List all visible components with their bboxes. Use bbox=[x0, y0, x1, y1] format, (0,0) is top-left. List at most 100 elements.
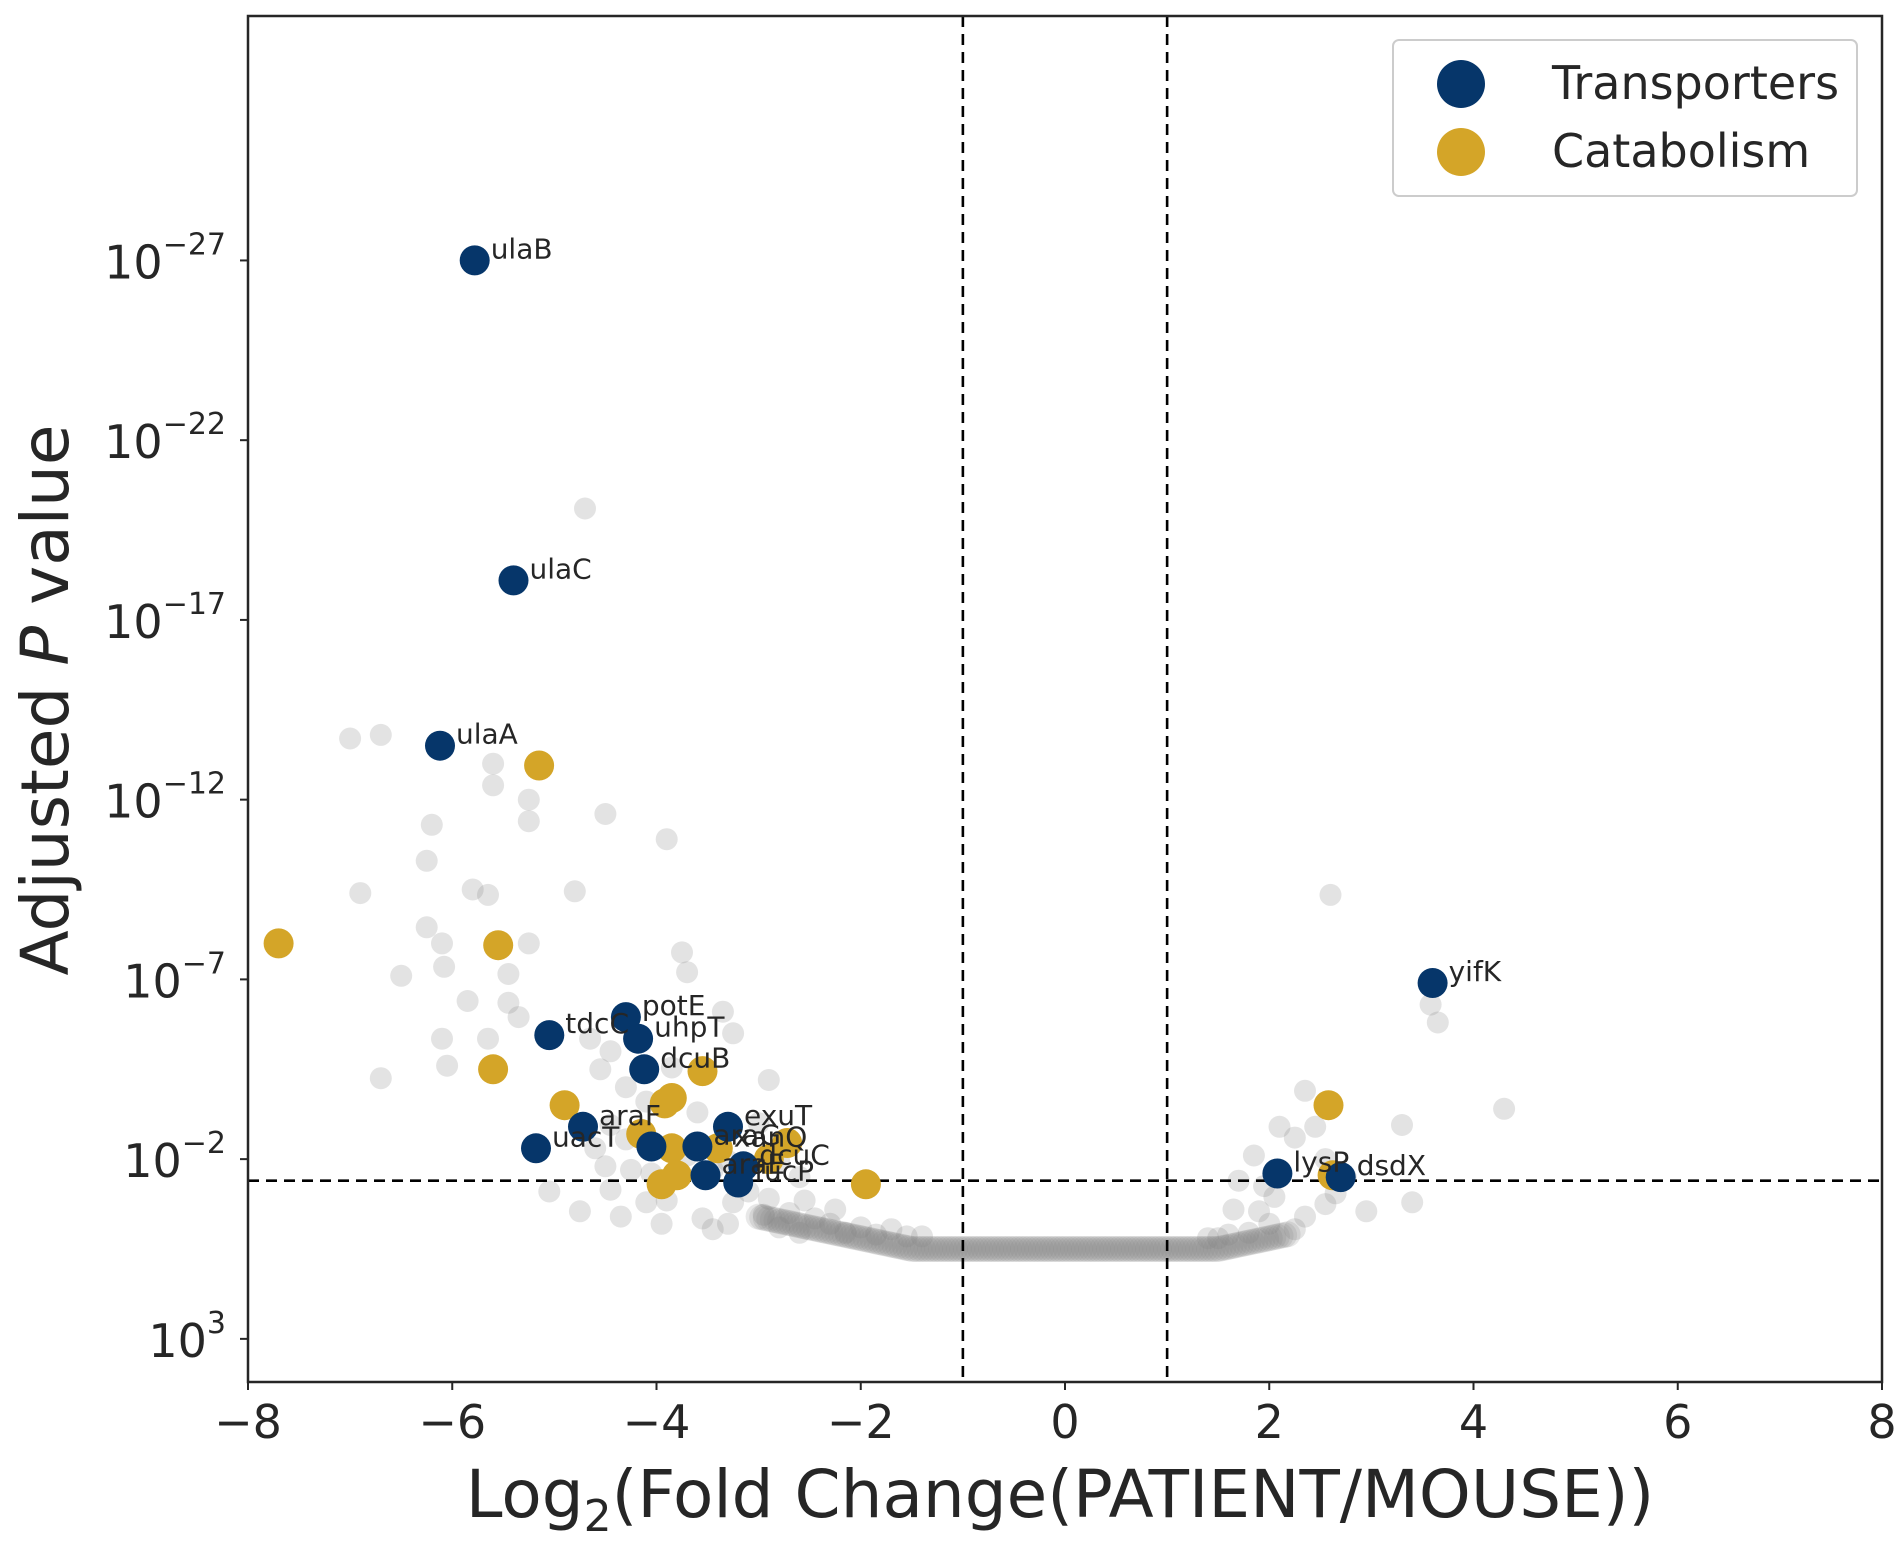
background-point bbox=[390, 964, 413, 987]
background-point bbox=[803, 1207, 826, 1230]
dense-band-point bbox=[995, 1236, 1022, 1262]
catabolism-point bbox=[263, 928, 294, 959]
dense-band-point bbox=[1192, 1236, 1219, 1262]
background-point bbox=[1248, 1200, 1270, 1223]
dense-band-point bbox=[1253, 1225, 1280, 1252]
dense-band-point bbox=[1113, 1236, 1140, 1262]
dense-band-point bbox=[1117, 1236, 1144, 1262]
background-point bbox=[369, 723, 392, 746]
dense-band-point bbox=[910, 1236, 936, 1262]
y-tick-label: 10−7 bbox=[123, 946, 226, 1008]
dense-band-point bbox=[967, 1236, 994, 1262]
background-point bbox=[1319, 883, 1342, 906]
y-tick-label: 10−2 bbox=[123, 1126, 226, 1188]
dense-band-point bbox=[1095, 1236, 1122, 1262]
dense-band-point bbox=[810, 1217, 836, 1244]
background-point bbox=[676, 961, 699, 984]
background-point bbox=[507, 1006, 530, 1029]
dense-band-point bbox=[788, 1212, 815, 1239]
x-tick-label: −4 bbox=[623, 1395, 691, 1449]
background-point bbox=[482, 774, 505, 797]
point-label-dcuC: dcuC bbox=[759, 1138, 829, 1171]
transporters-point bbox=[521, 1133, 551, 1164]
point-label-lysP: lysP bbox=[1293, 1146, 1349, 1179]
dense-band-point bbox=[895, 1235, 922, 1262]
dense-band-point bbox=[1063, 1236, 1090, 1262]
dense-band-point bbox=[835, 1222, 861, 1249]
dense-band-point bbox=[906, 1236, 933, 1262]
dense-band-point bbox=[888, 1233, 915, 1260]
dense-band-point bbox=[970, 1236, 997, 1262]
background-point bbox=[517, 932, 540, 955]
legend-label-catabolism: Catabolism bbox=[1552, 124, 1810, 178]
dense-band-point bbox=[1149, 1236, 1176, 1262]
legend-marker-catabolism bbox=[1437, 128, 1485, 176]
dense-band-point bbox=[1088, 1236, 1115, 1262]
dense-band-point bbox=[978, 1236, 1004, 1262]
dense-band-point bbox=[1231, 1230, 1258, 1257]
dense-band-point bbox=[1056, 1236, 1083, 1262]
dense-band-point bbox=[1256, 1225, 1283, 1252]
background-point bbox=[1197, 1227, 1219, 1250]
background-point bbox=[415, 849, 438, 872]
x-axis-title-suffix: (Fold Change(PATIENT/MOUSE)) bbox=[612, 1456, 1655, 1533]
catabolism-point bbox=[646, 1169, 677, 1200]
y-tick-base: 10 bbox=[104, 415, 163, 469]
dense-band-point bbox=[938, 1236, 965, 1262]
y-axis-title-suffix: value bbox=[7, 425, 84, 626]
x-tick-label: 4 bbox=[1459, 1395, 1488, 1449]
dense-band-point bbox=[1020, 1236, 1047, 1262]
x-tick-label: 2 bbox=[1255, 1395, 1284, 1449]
dense-band-point bbox=[1099, 1236, 1126, 1262]
background-point bbox=[1426, 1011, 1449, 1034]
background-point bbox=[1294, 1079, 1316, 1102]
dense-band-point bbox=[899, 1236, 926, 1262]
background-point bbox=[1237, 1221, 1260, 1244]
point-label-uhpT: uhpT bbox=[654, 1011, 725, 1044]
dense-band-point bbox=[1038, 1236, 1065, 1262]
catabolism-point bbox=[549, 1090, 580, 1121]
dense-band-point bbox=[1031, 1236, 1058, 1262]
dense-band-point bbox=[1081, 1236, 1108, 1262]
transporters-point bbox=[1417, 968, 1448, 998]
catabolism-point bbox=[524, 750, 555, 781]
x-tick-label: −2 bbox=[827, 1395, 895, 1449]
plot-area-background bbox=[248, 16, 1882, 1382]
background-point bbox=[834, 1221, 857, 1244]
dense-band-point bbox=[1263, 1223, 1290, 1250]
dense-band-point bbox=[1185, 1236, 1212, 1262]
background-point bbox=[574, 497, 596, 520]
background-point bbox=[1242, 1144, 1265, 1167]
dense-band-point bbox=[759, 1206, 786, 1233]
dense-band-point bbox=[1217, 1233, 1244, 1260]
dense-band-point bbox=[924, 1236, 951, 1262]
background-point bbox=[824, 1198, 847, 1221]
dense-band-point bbox=[981, 1236, 1008, 1262]
background-point bbox=[757, 1187, 780, 1210]
dense-band-point bbox=[756, 1205, 783, 1232]
background-point bbox=[1207, 1227, 1230, 1250]
x-tick-label: −6 bbox=[418, 1395, 486, 1449]
legend-marker-transporters bbox=[1437, 60, 1485, 108]
dense-band-point bbox=[863, 1228, 890, 1255]
dense-band-point bbox=[1146, 1236, 1172, 1262]
point-label-xanQ: xanQ bbox=[734, 1120, 808, 1153]
y-tick-label: 10−27 bbox=[104, 227, 226, 289]
dense-band-point bbox=[1110, 1236, 1137, 1262]
dense-band-point bbox=[1271, 1222, 1298, 1249]
background-point bbox=[1268, 1115, 1291, 1138]
x-axis-title-subscript: 2 bbox=[584, 1491, 612, 1542]
transporters-point bbox=[1262, 1158, 1293, 1189]
background-point bbox=[482, 752, 505, 775]
background-point bbox=[579, 1027, 602, 1050]
dense-band-point bbox=[988, 1236, 1015, 1262]
dense-band-point bbox=[1196, 1236, 1222, 1262]
dense-band-point bbox=[1131, 1236, 1158, 1262]
dense-band-point bbox=[1085, 1236, 1112, 1262]
background-point bbox=[563, 880, 586, 903]
catabolism-point bbox=[478, 1054, 509, 1085]
y-tick-label: 10−12 bbox=[104, 767, 226, 829]
background-point bbox=[1294, 1205, 1316, 1228]
background-point bbox=[599, 1178, 622, 1201]
dense-band-point bbox=[1128, 1236, 1155, 1262]
